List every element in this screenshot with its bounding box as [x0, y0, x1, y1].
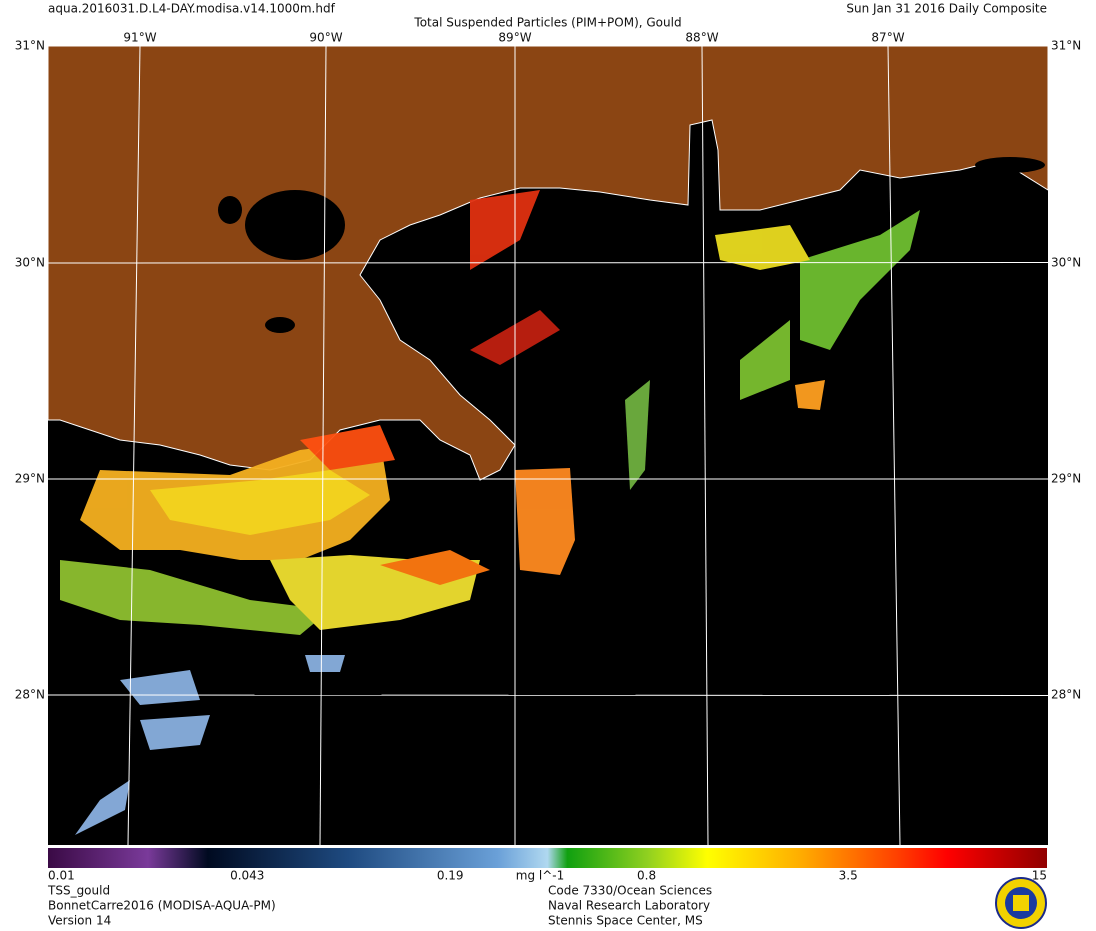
lon-label: 88°W: [685, 31, 718, 45]
footer-left: BonnetCarre2016 (MODISA-AQUA-PM): [48, 899, 276, 913]
lat-label: 30°N: [15, 256, 45, 270]
lake: [265, 317, 295, 333]
colorbar: [48, 848, 1047, 868]
footer-center: Code 7330/Ocean Sciences: [548, 884, 712, 898]
lake: [218, 196, 242, 224]
lat-label: 28°N: [1051, 688, 1081, 702]
colorbar-tick-label: 0.01: [48, 869, 75, 883]
lon-label: 87°W: [871, 31, 904, 45]
footer-left: TSS_gould: [47, 884, 110, 898]
bay: [975, 157, 1045, 173]
file-name: aqua.2016031.D.L4-DAY.modisa.v14.1000m.h…: [48, 2, 336, 16]
parallel: [47, 694, 1049, 696]
footer-center: Naval Research Laboratory: [548, 899, 710, 913]
lat-label: 31°N: [1051, 39, 1081, 53]
colorbar-tick-label: 15: [1032, 869, 1047, 883]
footer-left: Version 14: [48, 914, 111, 928]
meridian: [887, 45, 901, 846]
colorbar-tick-label: 3.5: [839, 869, 858, 883]
lat-label: 29°N: [1051, 472, 1081, 486]
colorbar-tick-label: 0.043: [230, 869, 264, 883]
colorbar-ticks: 0.01 0.043 0.19 0.8 3.5 15: [48, 869, 1047, 883]
lat-label: 28°N: [15, 688, 45, 702]
lat-label: 29°N: [15, 472, 45, 486]
meridian: [127, 45, 141, 846]
logo: [995, 877, 1047, 929]
lon-label: 89°W: [498, 31, 531, 45]
colorbar-unit: mg l^-1: [516, 869, 564, 883]
lon-label: 90°W: [309, 31, 342, 45]
lon-label: 91°W: [123, 31, 156, 45]
plumes: [60, 190, 920, 835]
map-title: Total Suspended Particles (PIM+POM), Gou…: [413, 16, 681, 30]
parallel: [47, 262, 1049, 264]
date-label: Sun Jan 31 2016 Daily Composite: [846, 2, 1047, 16]
map: [47, 45, 1049, 846]
colorbar-tick-label: 0.19: [437, 869, 464, 883]
graticule: [47, 45, 1049, 846]
meridian: [319, 45, 327, 846]
lake: [245, 190, 345, 260]
lat-label: 30°N: [1051, 256, 1081, 270]
lat-label: 31°N: [15, 39, 45, 53]
meridian: [701, 45, 709, 846]
colorbar-tick-label: 0.8: [637, 869, 656, 883]
footer-center: Stennis Space Center, MS: [548, 914, 703, 928]
